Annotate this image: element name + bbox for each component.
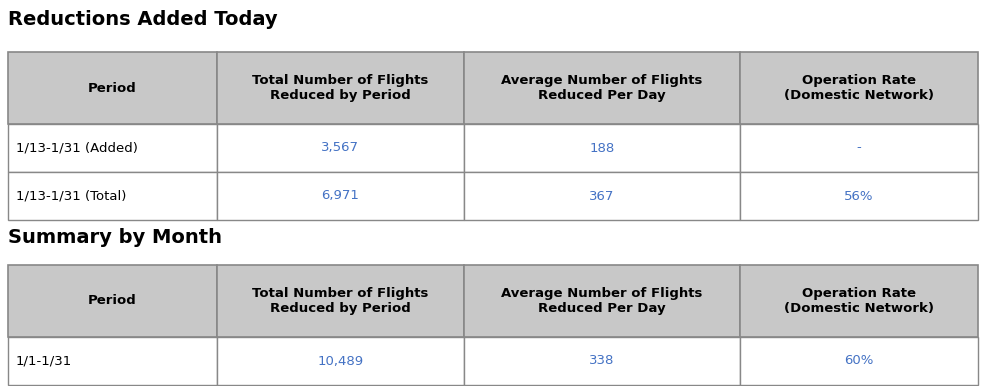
Text: Operation Rate
(Domestic Network): Operation Rate (Domestic Network)	[784, 74, 934, 102]
Text: Summary by Month: Summary by Month	[8, 228, 222, 247]
Text: 367: 367	[590, 190, 615, 203]
Text: 56%: 56%	[844, 190, 874, 203]
Text: Operation Rate
(Domestic Network): Operation Rate (Domestic Network)	[784, 287, 934, 315]
Text: 1/1-1/31: 1/1-1/31	[16, 354, 72, 367]
Text: Average Number of Flights
Reduced Per Day: Average Number of Flights Reduced Per Da…	[502, 287, 703, 315]
Bar	[740, 265, 978, 337]
Bar	[463, 265, 740, 337]
Text: Period: Period	[88, 295, 137, 308]
Text: Total Number of Flights
Reduced by Period: Total Number of Flights Reduced by Perio…	[252, 287, 428, 315]
Bar	[217, 265, 463, 337]
Text: -: -	[857, 142, 862, 154]
Bar	[217, 52, 463, 124]
Bar	[740, 52, 978, 124]
Bar	[217, 337, 463, 385]
Bar	[463, 337, 740, 385]
Text: 3,567: 3,567	[321, 142, 359, 154]
Bar	[8, 265, 217, 337]
Bar	[463, 172, 740, 220]
Text: 1/13-1/31 (Added): 1/13-1/31 (Added)	[16, 142, 138, 154]
Bar	[217, 124, 463, 172]
Text: 188: 188	[590, 142, 614, 154]
Bar	[8, 337, 217, 385]
Bar	[463, 124, 740, 172]
Bar	[740, 172, 978, 220]
Bar	[8, 52, 217, 124]
Bar	[8, 172, 217, 220]
Text: 60%: 60%	[844, 354, 874, 367]
Text: 6,971: 6,971	[321, 190, 359, 203]
Text: 10,489: 10,489	[317, 354, 363, 367]
Bar	[740, 124, 978, 172]
Text: 1/13-1/31 (Total): 1/13-1/31 (Total)	[16, 190, 126, 203]
Bar	[740, 337, 978, 385]
Bar	[463, 52, 740, 124]
Text: Total Number of Flights
Reduced by Period: Total Number of Flights Reduced by Perio…	[252, 74, 428, 102]
Text: Average Number of Flights
Reduced Per Day: Average Number of Flights Reduced Per Da…	[502, 74, 703, 102]
Bar	[217, 172, 463, 220]
Text: 338: 338	[590, 354, 615, 367]
Text: Reductions Added Today: Reductions Added Today	[8, 10, 278, 29]
Text: Period: Period	[88, 81, 137, 95]
Bar	[8, 124, 217, 172]
